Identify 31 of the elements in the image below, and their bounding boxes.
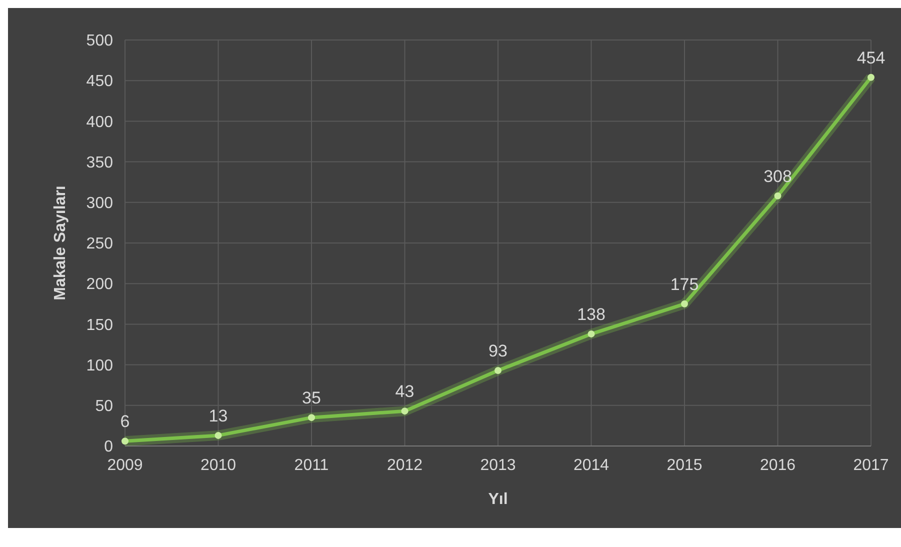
y-tick-label: 300 [86,195,114,212]
data-label: 35 [302,388,321,408]
x-tick-label: 2012 [386,457,423,474]
y-tick-label: 200 [86,276,114,294]
x-axis-title: Yıl [488,491,508,508]
data-label: 13 [208,406,228,426]
y-axis-title: Makale Sayıları [52,186,69,300]
x-tick-label: 2013 [480,457,516,474]
y-tick-label: 250 [86,236,114,253]
x-tick-label: 2016 [760,457,796,474]
y-tick-label: 500 [86,32,114,50]
data-label: 43 [395,382,414,402]
x-tick-label: 2009 [107,457,143,474]
y-tick-label: 400 [86,114,114,131]
data-label: 454 [856,48,886,68]
data-label: 93 [488,341,508,360]
x-tick-label: 2017 [853,457,889,474]
y-tick-label: 450 [86,73,114,90]
y-tick-label: 350 [86,154,114,172]
x-tick-label: 2011 [294,457,329,474]
data-label: 138 [577,304,606,324]
y-tick-label: 100 [86,357,114,374]
x-tick-label: 2015 [666,457,702,474]
data-label: 6 [120,412,130,432]
y-tick-label: 0 [104,438,114,456]
x-tick-label: 2010 [200,457,236,474]
y-tick-label: 50 [95,398,114,415]
x-tick-label: 2014 [573,457,610,474]
data-label: 308 [764,166,792,186]
data-label: 175 [670,274,699,294]
y-tick-label: 150 [86,316,114,334]
